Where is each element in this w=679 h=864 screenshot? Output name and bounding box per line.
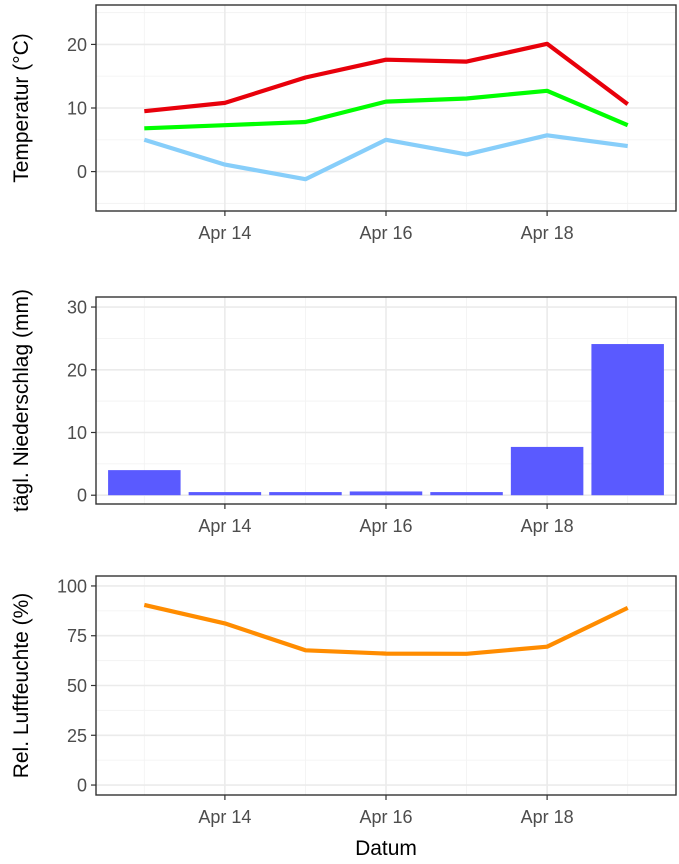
y-tick-label: 30 [67,298,87,318]
x-tick-label: Apr 18 [521,223,574,243]
precipitation-bar [349,491,423,496]
x-tick-label: Apr 18 [521,516,574,536]
series-line [143,602,629,656]
y-tick-label: 50 [67,676,87,696]
precipitation-bar [510,446,584,496]
y-tick-label: 20 [67,360,87,380]
x-tick-label: Apr 14 [198,516,251,536]
x-axis-title: Datum [355,837,417,860]
humidity-panel: 0 25 50 75 100 Apr 14 Apr 16 Apr 18 Rel. Luftfeu… [10,575,677,860]
y-axis-title: tägl. Niederschlag (mm) [10,289,33,512]
precipitation-panel: 0 10 20 30 Apr 14 Apr 16 Apr 18 tägl. Niedersch… [10,289,677,536]
y-tick-label: 0 [77,776,87,796]
temperature-panel: 0 10 20 Apr 14 Apr 16 Apr 18 Temperatur (°C) [10,4,677,243]
precipitation-bar [269,492,342,496]
y-axis-title: Rel. Luftfeuchte (%) [10,593,33,779]
precipitation-bar [188,492,262,496]
series-line [143,133,628,182]
y-tick-label: 25 [67,726,87,746]
y-axis-title: Temperatur (°C) [10,33,33,183]
x-tick-label: Apr 18 [521,807,574,827]
x-tick-label: Apr 14 [198,807,251,827]
y-tick-label: 10 [67,99,87,119]
precipitation-bar [108,470,181,496]
x-tick-label: Apr 16 [359,516,412,536]
x-tick-label: Apr 14 [198,223,251,243]
y-tick-label: 0 [77,486,87,506]
precipitation-bar [430,492,503,496]
x-tick-label: Apr 16 [359,223,412,243]
y-tick-label: 75 [67,626,87,646]
y-tick-label: 20 [67,35,87,55]
x-tick-label: Apr 16 [359,807,412,827]
y-tick-label: 0 [77,162,87,182]
precipitation-bar [591,344,664,496]
series-line [144,88,629,131]
y-tick-label: 100 [57,576,87,596]
y-tick-label: 10 [67,423,87,443]
series-line [144,41,629,114]
